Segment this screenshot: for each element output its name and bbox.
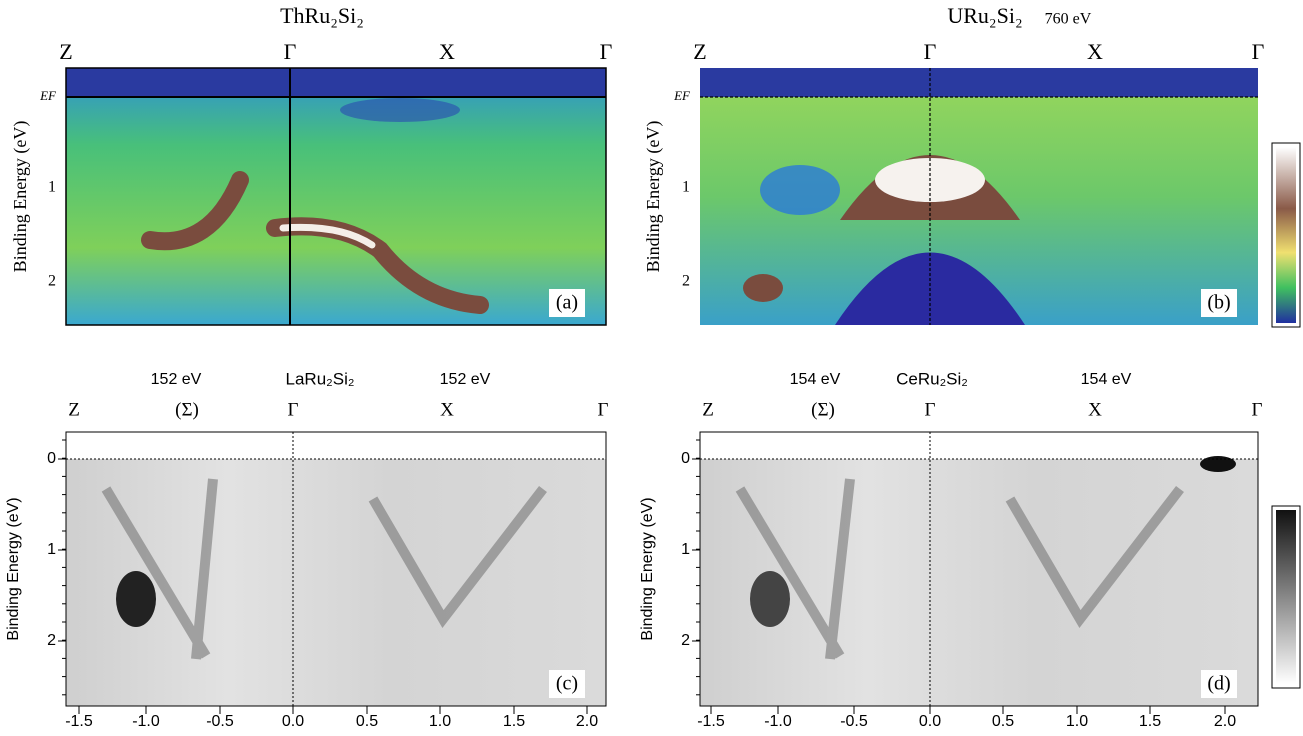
pocket [760, 165, 840, 215]
x-tick-label: 1.0 [429, 713, 451, 730]
y-axis-label: Binding Energy (eV) [643, 121, 664, 273]
y-tick-label: 0 [681, 450, 690, 467]
symmetry-label: X [440, 399, 454, 420]
y-tick-label: EF [673, 88, 691, 103]
photon-energy: 760 eV [1045, 11, 1092, 28]
y-tick-label: 0 [47, 450, 56, 467]
x-tick-label: 0.5 [356, 713, 378, 730]
x-tick-label: -1.5 [65, 713, 93, 730]
x-tick-label: 2.0 [576, 713, 598, 730]
frame [65, 431, 607, 707]
above-fermi [66, 68, 606, 97]
photon-energy: 152 eV [440, 371, 491, 388]
x-tick-label: 2.0 [1214, 713, 1236, 730]
tag-box [1201, 289, 1237, 317]
y-tick-label: EF [39, 88, 57, 103]
band [101, 478, 218, 660]
x-tick-label: -0.5 [840, 713, 868, 730]
band [1005, 485, 1184, 628]
colorbar-fill [1276, 147, 1296, 323]
symmetry-label: Z [68, 399, 80, 420]
panel: LaRu₂Si₂ 152 eV 152 eV Z (Σ) Γ X Γ Binding Energ… [5, 369, 608, 730]
y-tick-label: 1 [682, 179, 690, 196]
panel-title: URu₂Si₂ [947, 3, 1022, 28]
symmetry-label: (Σ) [811, 399, 835, 420]
pocket [340, 98, 460, 122]
frame [65, 67, 607, 326]
y-axis-label: Binding Energy (eV) [639, 497, 656, 640]
x-tick-label: 1.0 [1066, 713, 1088, 730]
photon-energy: 154 eV [790, 371, 841, 388]
y-tick-label: 2 [48, 273, 56, 290]
band [735, 478, 855, 660]
band [141, 171, 249, 251]
x-tick-label: 0.5 [992, 713, 1014, 730]
colorbar [1271, 142, 1301, 328]
x-tick-label: -1.0 [132, 713, 160, 730]
y-tick-label: 1 [48, 179, 56, 196]
symmetry-label: Γ [1252, 39, 1265, 64]
band [368, 485, 547, 628]
tag-box [549, 289, 585, 317]
symmetry-label: Γ [598, 399, 609, 420]
symmetry-label: Γ [600, 39, 613, 64]
symmetry-label: Γ [1252, 399, 1263, 420]
tag-box [549, 670, 585, 698]
frame [699, 431, 1259, 707]
photon-energy: 152 eV [151, 371, 202, 388]
spot [750, 571, 790, 627]
spot [743, 274, 783, 302]
symmetry-label: Γ [288, 399, 299, 420]
y-tick-label: 2 [47, 632, 56, 649]
x-tick-label: -1.5 [697, 713, 725, 730]
panel-tag: (c) [556, 673, 578, 695]
y-tick-label: 1 [681, 541, 690, 558]
spot [116, 571, 156, 627]
colorbar-fill [1276, 510, 1296, 684]
panel-title: ThRu₂Si₂ [280, 3, 364, 28]
above-fermi [700, 68, 1258, 97]
y-tick-label: 2 [682, 273, 690, 290]
panel-tag: (a) [556, 292, 578, 314]
x-tick-label: -0.5 [206, 713, 234, 730]
panel: ThRu₂Si₂ Z Γ X Γ Binding Energy (eV) EF 1 2 (a) [10, 3, 613, 326]
symmetry-label: X [1087, 39, 1103, 64]
symmetry-label: Z [702, 399, 714, 420]
panel-tag: (b) [1207, 292, 1230, 314]
symmetry-label: X [1088, 399, 1102, 420]
x-tick-label: 0.0 [282, 713, 304, 730]
y-axis-label: Binding Energy (eV) [10, 121, 31, 273]
symmetry-label: Z [59, 39, 72, 64]
x-tick-label: 0.0 [919, 713, 941, 730]
symmetry-label: Γ [284, 39, 297, 64]
tag-box [1201, 670, 1237, 698]
x-tick-label: 1.5 [1139, 713, 1161, 730]
spot [1200, 456, 1236, 472]
panel: URu₂Si₂ 760 eV Z Γ X Γ Binding Energy (eV) EF 1 2… [643, 3, 1301, 328]
symmetry-label: (Σ) [175, 399, 199, 420]
intensity-map [66, 459, 606, 706]
panel-title: CeRu₂Si₂ [896, 369, 968, 388]
symmetry-label: Z [693, 39, 706, 64]
y-tick-label: 1 [47, 541, 56, 558]
x-tick-label: -1.0 [764, 713, 792, 730]
symmetry-label: Γ [924, 39, 937, 64]
photon-energy: 154 eV [1081, 371, 1132, 388]
symmetry-label: Γ [925, 399, 936, 420]
symmetry-label: X [439, 39, 455, 64]
colorbar [1271, 505, 1301, 689]
band [279, 223, 376, 249]
panel: CeRu₂Si₂ 154 eV 154 eV Z (Σ) Γ X Γ Binding Energ… [639, 369, 1301, 730]
y-tick-label: 2 [681, 632, 690, 649]
y-axis-label: Binding Energy (eV) [5, 497, 22, 640]
x-tick-label: 1.5 [503, 713, 525, 730]
intensity-map [66, 68, 606, 325]
panel-tag: (d) [1207, 673, 1230, 695]
panel-title: LaRu₂Si₂ [286, 369, 355, 388]
